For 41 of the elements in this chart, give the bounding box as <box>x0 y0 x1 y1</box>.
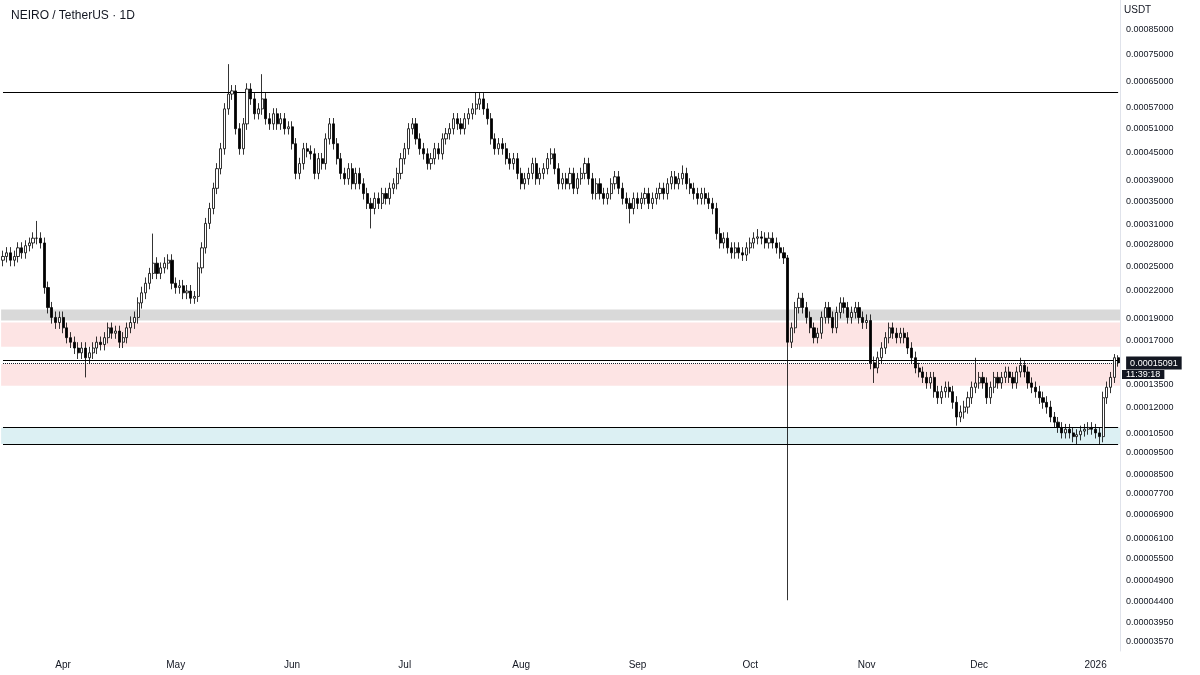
y-tick-label: 0.00022000 <box>1126 285 1174 296</box>
y-axis-title: USDT <box>1124 3 1152 15</box>
x-tick-label: Jul <box>398 658 412 670</box>
y-tick-label: 0.00004900 <box>1126 574 1174 585</box>
x-tick-label: Nov <box>857 658 876 670</box>
x-tick-label: Aug <box>512 658 531 670</box>
y-tick-label: 0.00017000 <box>1126 334 1174 345</box>
y-tick-label: 0.00004400 <box>1126 595 1174 606</box>
y-tick-label: 0.00065000 <box>1126 76 1174 87</box>
x-tick-label: Apr <box>55 658 72 670</box>
y-tick-label: 0.00010500 <box>1126 427 1174 438</box>
y-tick-label: 0.00009500 <box>1126 447 1174 458</box>
y-tick-label: 0.00013500 <box>1126 379 1174 390</box>
y-tick-label: 0.00039000 <box>1126 174 1174 185</box>
y-tick-label: 0.00057000 <box>1126 101 1174 112</box>
y-tick-label: 0.00012000 <box>1126 402 1174 413</box>
x-tick-label: Dec <box>970 658 989 670</box>
text: NEIRO / TetherUS · 1D <box>11 8 136 22</box>
y-tick-label: 0.00005500 <box>1126 552 1174 563</box>
y-tick-label: 0.00085000 <box>1126 24 1174 35</box>
x-tick-label: Jun <box>284 658 301 670</box>
y-tick-label: 0.00003570 <box>1126 636 1174 647</box>
y-tick-label: 0.00019000 <box>1126 313 1174 324</box>
y-tick-label: 0.00007700 <box>1126 487 1174 498</box>
y-tick-label: 0.00006100 <box>1126 532 1174 543</box>
y-tick-label: 0.00006900 <box>1126 508 1174 519</box>
ref-line-label: 0.00015091 <box>1130 357 1178 368</box>
y-tick-label: 0.00075000 <box>1126 48 1174 59</box>
text: 11:39:18 <box>1126 369 1161 380</box>
y-tick-label: 0.00031000 <box>1126 219 1174 230</box>
y-tick-label: 0.00003950 <box>1126 616 1174 627</box>
y-tick-label: 0.00051000 <box>1126 122 1174 133</box>
x-tick-label: Oct <box>742 658 759 670</box>
y-tick-label: 0.00028000 <box>1126 238 1174 249</box>
y-tick-label: 0.00008500 <box>1126 468 1174 479</box>
x-tick-label: May <box>166 658 186 670</box>
y-tick-label: 0.00045000 <box>1126 147 1174 158</box>
x-tick-label: Sep <box>628 658 647 670</box>
y-tick-label: 0.00025000 <box>1126 260 1174 271</box>
y-tick-label: 0.00035000 <box>1126 195 1174 206</box>
x-tick-label: 2026 <box>1084 658 1108 670</box>
